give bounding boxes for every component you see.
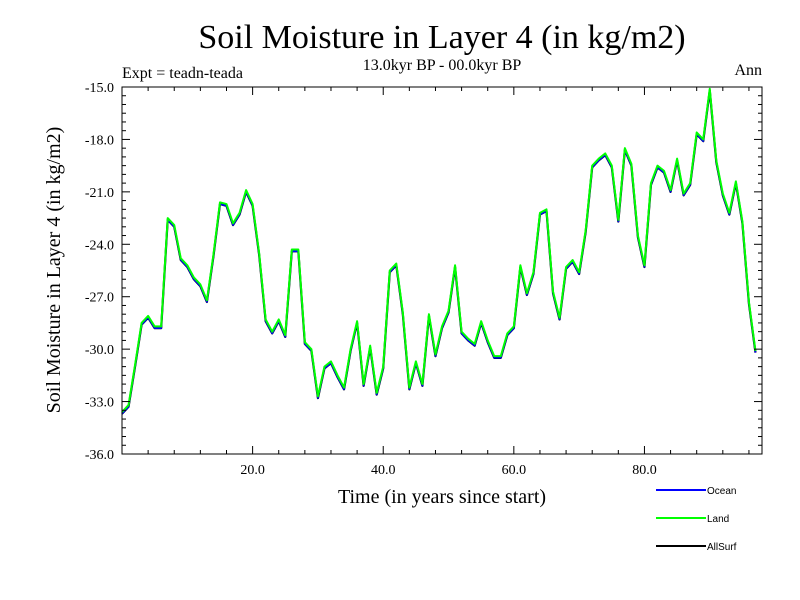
season-label: Ann <box>734 62 762 79</box>
y-tick-label: -21.0 <box>85 186 114 201</box>
series-line-land <box>121 87 757 413</box>
x-tick-label: 20.0 <box>240 463 265 478</box>
y-tick-label: -30.0 <box>85 343 114 358</box>
x-tick-label: 40.0 <box>371 463 396 478</box>
legend-label-allsurf: AllSurf <box>707 542 737 553</box>
axis-layer: -36.0 -33.0 -30.0 -27.0 -24.0 -21.0 -18.0 -15.0… <box>85 81 762 478</box>
y-tick-label: -33.0 <box>85 396 114 411</box>
y-axis-label: Soil Moisture in Layer 4 (in kg/m2) <box>43 127 65 414</box>
x-axis-label: Time (in years since start) <box>338 486 546 508</box>
experiment-label: Expt = teadn-teada <box>122 65 243 82</box>
series-line-ocean <box>121 89 757 415</box>
y-tick-label: -15.0 <box>85 81 114 96</box>
chart-subtitle: 13.0kyr BP - 00.0kyr BP <box>363 57 522 74</box>
series-line-allsurf <box>121 89 757 415</box>
legend: Ocean Land AllSurf <box>656 486 737 553</box>
x-tick-label: 80.0 <box>632 463 657 478</box>
series-layer <box>121 87 757 415</box>
y-tick-label: -24.0 <box>85 238 114 253</box>
legend-label-land: Land <box>707 514 729 525</box>
plot-frame <box>121 86 763 455</box>
y-tick-label: -18.0 <box>85 133 114 148</box>
chart-title: Soil Moisture in Layer 4 (in kg/m2) <box>198 19 685 56</box>
y-tick-label: -27.0 <box>85 291 114 306</box>
legend-label-ocean: Ocean <box>707 486 736 497</box>
y-tick-label: -36.0 <box>85 448 114 463</box>
x-tick-label: 60.0 <box>502 463 527 478</box>
